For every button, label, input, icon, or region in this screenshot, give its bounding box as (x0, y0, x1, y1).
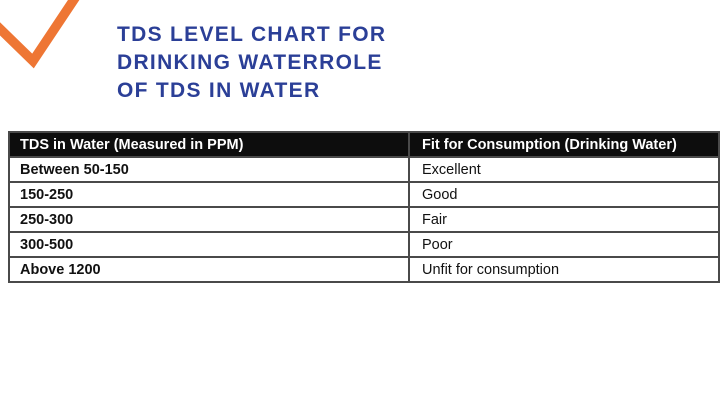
tds-level-table: TDS in Water (Measured in PPM) Fit for C… (8, 131, 720, 283)
table-row: Above 1200 Unfit for consumption (8, 256, 720, 283)
page-title: TDS LEVEL CHART FOR DRINKING WATERROLE O… (117, 21, 386, 105)
tds-range-cell: Between 50-150 (8, 156, 410, 183)
table-row: 150-250 Good (8, 181, 720, 208)
tds-range-cell: 150-250 (8, 181, 410, 208)
fitness-cell: Unfit for consumption (408, 256, 720, 283)
fitness-cell: Excellent (408, 156, 720, 183)
column-header-tds: TDS in Water (Measured in PPM) (8, 131, 410, 158)
table-row: 300-500 Poor (8, 231, 720, 258)
tds-range-cell: 300-500 (8, 231, 410, 258)
fitness-cell: Good (408, 181, 720, 208)
table-header-row: TDS in Water (Measured in PPM) Fit for C… (8, 131, 720, 158)
tds-range-cell: 250-300 (8, 206, 410, 233)
title-line-2: DRINKING WATERROLE (117, 51, 383, 74)
table-row: Between 50-150 Excellent (8, 156, 720, 183)
fitness-cell: Poor (408, 231, 720, 258)
column-header-fitness: Fit for Consumption (Drinking Water) (408, 131, 720, 158)
title-line-3: OF TDS IN WATER (117, 79, 321, 102)
title-line-1: TDS LEVEL CHART FOR (117, 23, 387, 46)
fitness-cell: Fair (408, 206, 720, 233)
table-row: 250-300 Fair (8, 206, 720, 233)
checkmark-icon (0, 0, 80, 69)
tds-range-cell: Above 1200 (8, 256, 410, 283)
